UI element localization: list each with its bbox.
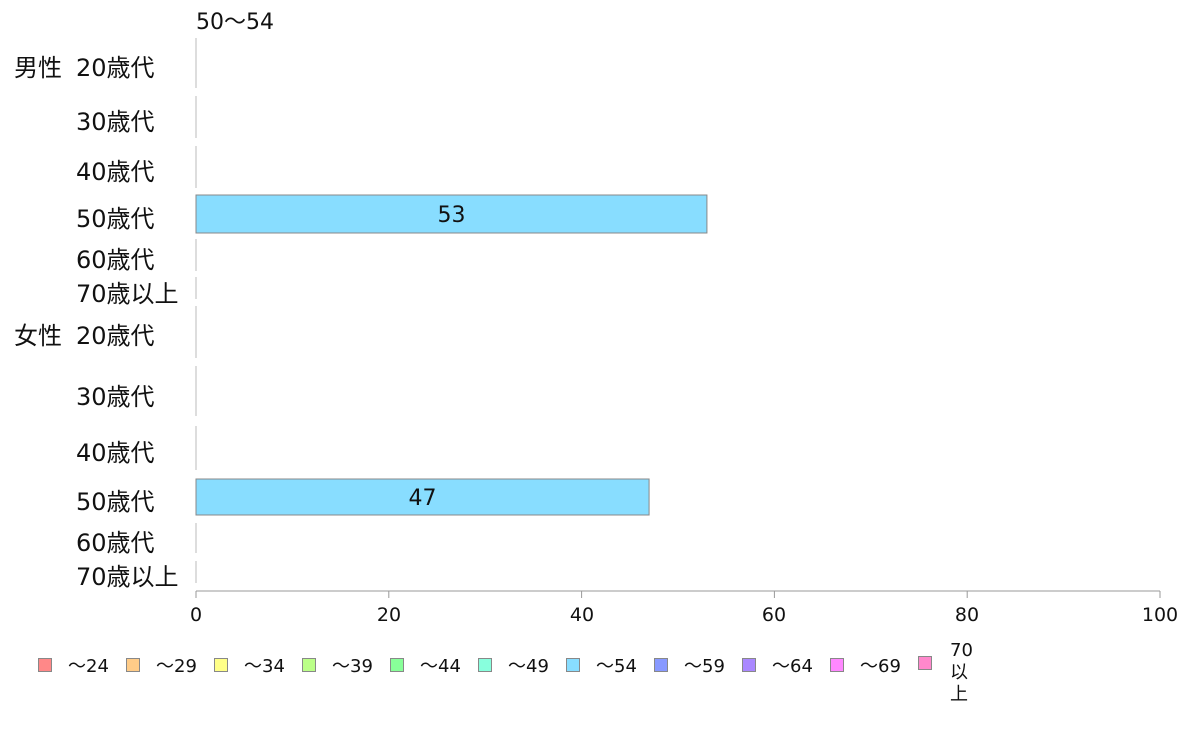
x-tick-label: 20 (376, 604, 402, 626)
legend-swatch (654, 658, 668, 672)
legend-label: 〜24 (68, 656, 109, 677)
row-label: 20歳代 (76, 54, 155, 82)
row-label: 40歳代 (76, 439, 155, 467)
legend-swatch (126, 658, 140, 672)
legend-swatch (214, 658, 228, 672)
plot-area: 53 47 (195, 38, 1161, 598)
legend-item: 〜54 (566, 652, 637, 678)
group-label-female: 女性 (14, 322, 62, 350)
legend-item: 〜64 (742, 652, 813, 678)
legend-swatch (918, 656, 932, 670)
x-tick-label: 40 (569, 604, 595, 626)
x-tick-label: 80 (954, 604, 980, 626)
legend-label: 〜34 (244, 656, 285, 677)
row-label: 60歳代 (76, 529, 155, 557)
legend-item: 〜39 (302, 652, 373, 678)
legend-swatch (302, 658, 316, 672)
row-label: 30歳代 (76, 383, 155, 411)
row-label: 60歳代 (76, 246, 155, 274)
legend-label: 70 以上 (950, 640, 973, 705)
bar (195, 478, 650, 516)
x-tick-label: 60 (761, 604, 787, 626)
legend-item: 〜34 (214, 652, 285, 678)
x-tick-label: 0 (189, 604, 203, 626)
legend-swatch (566, 658, 580, 672)
row-label: 30歳代 (76, 108, 155, 136)
legend-swatch (38, 658, 52, 672)
legend-item: 〜29 (126, 652, 197, 678)
row-label: 20歳代 (76, 322, 155, 350)
legend-label: 〜64 (772, 656, 813, 677)
bar-value-label: 53 (437, 203, 465, 228)
legend-swatch (478, 658, 492, 672)
x-tick-label: 100 (1141, 604, 1179, 626)
row-label: 50歳代 (76, 488, 155, 516)
legend-label: 〜69 (860, 656, 901, 677)
legend-swatch (742, 658, 756, 672)
group-label-male: 男性 (14, 54, 62, 82)
row-label: 40歳代 (76, 158, 155, 186)
legend-label: 〜59 (684, 656, 725, 677)
legend-swatch (390, 658, 404, 672)
legend-label: 〜54 (596, 656, 637, 677)
legend-label: 〜44 (420, 656, 461, 677)
row-label: 50歳代 (76, 205, 155, 233)
legend-item: 〜44 (390, 652, 461, 678)
row-label: 70歳以上 (76, 563, 179, 591)
legend-label: 〜39 (332, 656, 373, 677)
legend-item (918, 652, 948, 673)
row-label: 70歳以上 (76, 280, 179, 308)
legend-swatch (830, 658, 844, 672)
bar (195, 194, 708, 234)
legend-label: 〜29 (156, 656, 197, 677)
legend-item: 〜24 (38, 652, 109, 678)
legend-item: 〜59 (654, 652, 725, 678)
legend-item: 〜69 (830, 652, 901, 678)
chart-title: 50〜54 (196, 10, 274, 35)
legend-label: 〜49 (508, 656, 549, 677)
legend-item: 〜49 (478, 652, 549, 678)
bar-value-label: 47 (409, 486, 437, 511)
